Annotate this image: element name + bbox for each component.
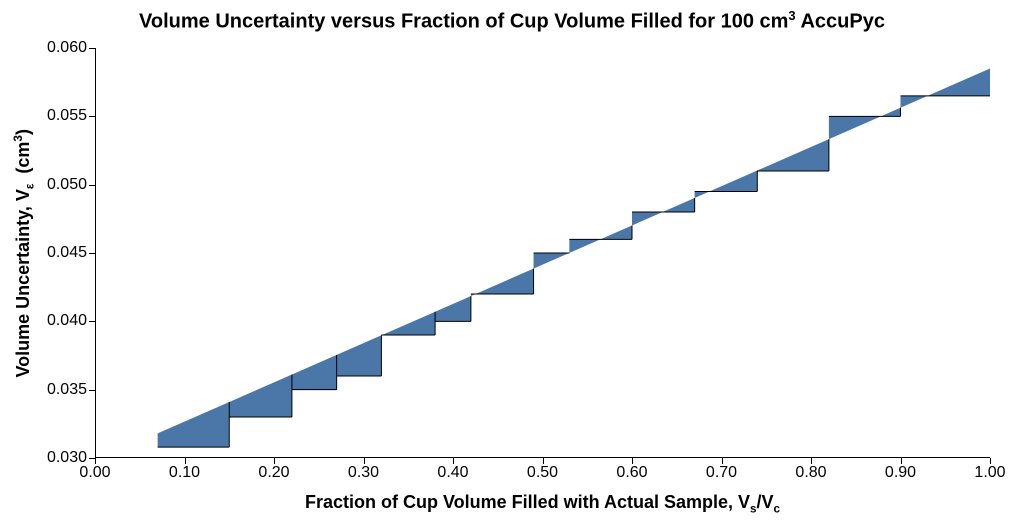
x-tick-mark: [901, 458, 902, 464]
x-tick-mark: [722, 458, 723, 464]
chart-container: Volume Uncertainty versus Fraction of Cu…: [0, 0, 1024, 527]
x-tick-label: 0.70: [706, 464, 737, 482]
x-tick-label: 0.90: [885, 464, 916, 482]
x-tick-label: 1.00: [974, 464, 1005, 482]
y-tick-mark: [89, 390, 95, 391]
x-tick-label: 0.10: [169, 464, 200, 482]
y-tick-label: 0.055: [47, 107, 87, 125]
y-tick-mark: [89, 116, 95, 117]
x-tick-mark: [453, 458, 454, 464]
x-tick-mark: [632, 458, 633, 464]
x-tick-label: 0.30: [348, 464, 379, 482]
x-axis-label: Fraction of Cup Volume Filled with Actua…: [95, 492, 990, 516]
y-axis-label: Volume Uncertainty, Vε (cm3): [12, 129, 37, 377]
x-tick-mark: [95, 458, 96, 464]
x-tick-label: 0.20: [258, 464, 289, 482]
x-tick-mark: [364, 458, 365, 464]
x-tick-mark: [543, 458, 544, 464]
x-tick-mark: [274, 458, 275, 464]
x-tick-mark: [990, 458, 991, 464]
y-tick-label: 0.040: [47, 312, 87, 330]
x-tick-label: 0.50: [527, 464, 558, 482]
y-axis-line: [95, 48, 96, 458]
y-tick-label: 0.045: [47, 244, 87, 262]
chart-title: Volume Uncertainty versus Fraction of Cu…: [0, 8, 1024, 34]
y-tick-mark: [89, 185, 95, 186]
plot-area: 0.0300.0350.0400.0450.0500.0550.0600.000…: [95, 48, 990, 458]
x-tick-label: 0.00: [79, 464, 110, 482]
x-tick-label: 0.80: [795, 464, 826, 482]
series-band: [95, 48, 990, 458]
x-tick-mark: [185, 458, 186, 464]
x-tick-label: 0.40: [437, 464, 468, 482]
y-tick-label: 0.035: [47, 381, 87, 399]
y-tick-label: 0.050: [47, 176, 87, 194]
x-tick-mark: [811, 458, 812, 464]
y-tick-mark: [89, 321, 95, 322]
y-tick-mark: [89, 253, 95, 254]
x-tick-label: 0.60: [616, 464, 647, 482]
y-tick-label: 0.060: [47, 39, 87, 57]
y-axis-label-wrap: Volume Uncertainty, Vε (cm3): [12, 48, 36, 458]
y-tick-mark: [89, 48, 95, 49]
